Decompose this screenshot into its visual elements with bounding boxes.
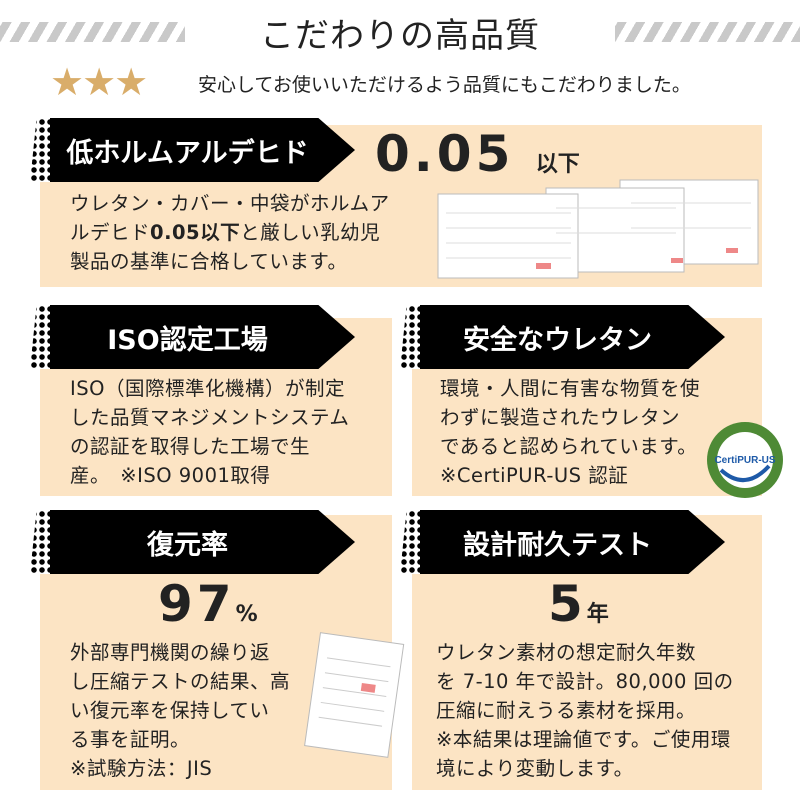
line: わずに製造されたウレタン: [440, 406, 681, 429]
line: ウレタン素材の想定耐久年数: [436, 641, 697, 664]
test-certificate-image: [304, 632, 405, 758]
text: ルデヒド: [70, 221, 151, 244]
svg-text:CertiPUR-US: CertiPUR-US: [714, 455, 775, 466]
durability-value: 5年: [548, 575, 609, 633]
dots-decoration: [400, 305, 422, 369]
line: ※本結果は理論値です。ご使用環: [436, 728, 731, 751]
dots-decoration: [400, 510, 422, 574]
line: ※試験方法：JIS: [70, 757, 213, 780]
page-title: こだわりの高品質: [260, 16, 540, 56]
formaldehyde-heading: 低ホルムアルデヒド: [50, 118, 355, 182]
dots-decoration: [30, 305, 52, 369]
urethane-heading: 安全なウレタン: [420, 305, 725, 369]
text: と厳しい乳幼児: [240, 221, 381, 244]
formaldehyde-value: 0.05 以下: [375, 125, 580, 183]
line: ルデヒド0.05以下と厳しい乳幼児: [70, 218, 390, 247]
test-report-documents-image: [437, 179, 759, 279]
iso-heading: ISO認定工場: [50, 305, 355, 369]
unit: 年: [586, 602, 609, 627]
header-stripes-right: [615, 22, 800, 42]
line: る事を証明。: [70, 728, 191, 751]
line: ISO（国際標準化機構）が制定: [70, 377, 345, 400]
formaldehyde-text: ウレタン・カバー・中袋がホルムア ルデヒド0.05以下と厳しい乳幼児 製品の基準…: [70, 189, 390, 276]
line: 環境・人間に有害な物質を使: [440, 377, 701, 400]
urethane-text: 環境・人間に有害な物質を使 わずに製造されたウレタン であると認められています。 ※C…: [440, 374, 700, 490]
line: し圧縮テストの結果、高: [70, 670, 291, 693]
recovery-text: 外部専門機関の繰り返 し圧縮テストの結果、高 い復元率を保持してい る事を証明。 ※試験…: [70, 638, 290, 783]
line: ウレタン・カバー・中袋がホルムア: [70, 192, 390, 215]
line: 外部専門機関の繰り返: [70, 641, 271, 664]
durability-text: ウレタン素材の想定耐久年数を 7-10 年で設計。80,000 回の 圧縮に耐えう…: [436, 638, 734, 783]
durability-heading: 設計耐久テスト: [420, 510, 725, 574]
page-subtitle: 安心してお使いいただけるよう品質にもこだわりました。: [198, 74, 691, 96]
dots-decoration: [30, 510, 52, 574]
line: 圧縮に耐えうる素材を採用。: [436, 699, 697, 722]
unit: %: [235, 602, 258, 627]
value: 97: [158, 575, 236, 633]
certipur-us-logo: CertiPUR-US: [707, 422, 783, 498]
recovery-value: 97%: [158, 575, 258, 633]
line: であると認められています。: [440, 435, 698, 458]
recovery-heading: 復元率: [50, 510, 355, 574]
line: 産。 ※ISO 9001取得: [70, 464, 271, 487]
dots-decoration: [30, 118, 52, 182]
iso-text: ISO（国際標準化機構）が制定 した品質マネジメントシステム の認証を取得した工場で…: [70, 374, 349, 490]
line: した品質マネジメントシステム: [70, 406, 350, 429]
bold-text: 0.05以下: [150, 221, 241, 244]
line: い復元率を保持してい: [70, 699, 270, 722]
line: 境により変動します。: [436, 757, 634, 780]
value: 0.05: [375, 125, 515, 183]
value: 5: [548, 575, 587, 633]
line: ※CertiPUR-US 認証: [440, 464, 629, 487]
line: 製品の基準に合格しています。: [70, 250, 348, 273]
header-stripes-left: [0, 22, 185, 42]
unit: 以下: [535, 152, 580, 177]
star-rating-icons: ★★★: [50, 60, 148, 104]
line: を 7-10 年で設計。80,000 回の: [436, 670, 734, 693]
line: の認証を取得した工場で生: [70, 435, 311, 458]
